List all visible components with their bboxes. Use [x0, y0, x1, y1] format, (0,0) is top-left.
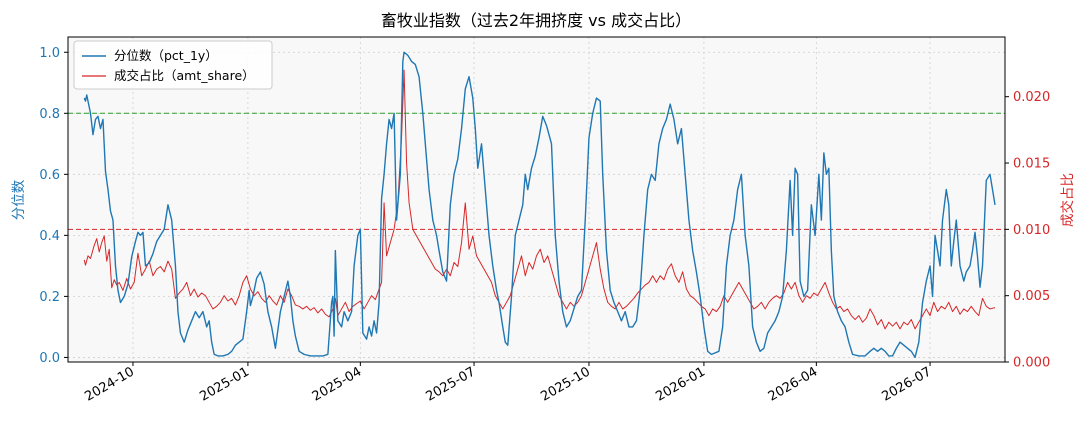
legend-box — [73, 40, 273, 90]
y-right-tick-label: 0.020 — [1013, 90, 1050, 105]
x-axis: 2024-10 2025-01 2025-04 2025-07 2025-10 2026-… — [82, 362, 934, 405]
y-left-tick-label: 0.6 — [39, 168, 60, 183]
chart-title: 畜牧业指数（过去2年拥挤度 vs 成交占比） — [381, 11, 691, 30]
y-left-tick-label: 1.0 — [39, 46, 60, 61]
reference-lines — [68, 112, 1005, 230]
y-axis-left-label: 分位数 — [11, 179, 27, 220]
x-tick-label: 2026-04 — [766, 364, 821, 404]
y-left-tick-label: 0.0 — [39, 351, 60, 366]
y-left-tick-label: 0.8 — [39, 107, 60, 122]
x-tick-label: 2024-10 — [82, 364, 137, 404]
y-right-tick-label: 0.005 — [1013, 289, 1050, 304]
x-tick-label: 2025-01 — [197, 364, 252, 404]
y-axis-right-label: 成交占比 — [1059, 173, 1076, 227]
y-right-tick-label: 0.000 — [1013, 356, 1050, 371]
legend-label-pct: 分位数（pct_1y） — [114, 48, 218, 63]
x-tick-label: 2026-01 — [653, 364, 708, 404]
x-tick-label: 2025-04 — [310, 364, 365, 404]
y-right-tick-label: 0.010 — [1013, 223, 1050, 238]
legend: 分位数（pct_1y） 成交占比（amt_share） — [73, 40, 273, 90]
y-left-tick-label: 0.4 — [39, 229, 60, 244]
series-line-pct-1y — [83, 51, 996, 359]
plot-frame — [67, 36, 1006, 363]
plot-background — [68, 37, 1005, 362]
y-right-tick-label: 0.015 — [1013, 157, 1050, 172]
x-tick-label: 2025-07 — [423, 364, 478, 404]
y-axis-left: 0.0 0.2 0.4 0.6 0.8 1.0 — [39, 46, 68, 366]
series-layer — [83, 51, 996, 359]
x-tick-label: 2026-07 — [879, 364, 934, 404]
legend-label-amt: 成交占比（amt_share） — [114, 68, 255, 83]
y-left-tick-label: 0.2 — [39, 290, 60, 305]
y-axis-right: 0.000 0.005 0.010 0.015 0.020 — [1005, 90, 1050, 371]
x-tick-label: 2025-10 — [538, 364, 593, 404]
series-line-amt-share — [83, 69, 996, 330]
